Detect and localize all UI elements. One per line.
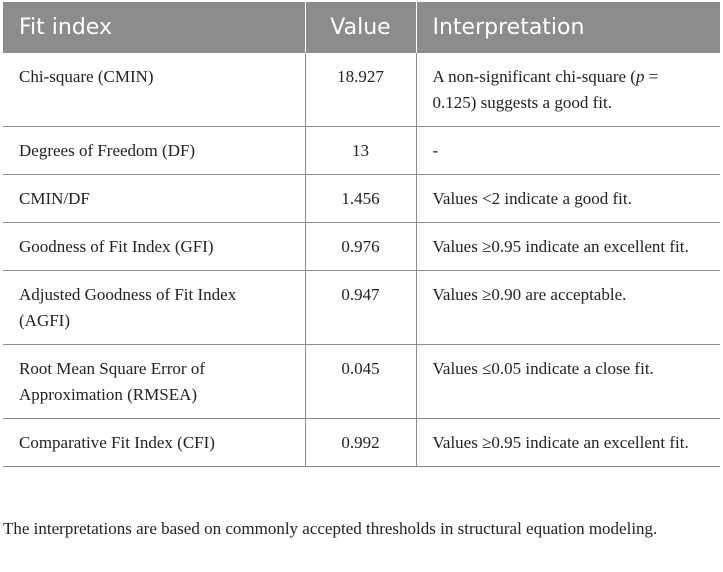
value-cell: 18.927: [304, 53, 417, 127]
value-cell: 13: [304, 126, 417, 175]
interpretation-cell: Values ≥0.95 indicate an excellent fit.: [415, 418, 720, 467]
value-cell: 0.992: [304, 418, 417, 467]
value-cell: 1.456: [304, 174, 417, 223]
value-cell: 0.976: [304, 222, 417, 271]
table-row: Chi-square (CMIN) 18.927 A non-significa…: [3, 53, 720, 127]
value-cell: 0.045: [304, 344, 417, 419]
table-row: Comparative Fit Index (CFI) 0.992 Values…: [3, 418, 720, 467]
fit-index-cell: Root Mean Square Error of Approximation …: [3, 344, 306, 419]
value-cell: 0.947: [304, 270, 417, 345]
fit-index-cell: Degrees of Freedom (DF): [3, 126, 306, 175]
fit-index-cell: CMIN/DF: [3, 174, 306, 223]
interpretation-cell: Values ≥0.90 are acceptable.: [415, 270, 720, 345]
table-row: Degrees of Freedom (DF) 13 -: [3, 126, 720, 175]
header-value: Value: [305, 2, 417, 53]
interpretation-cell: -: [415, 126, 720, 175]
table-header-row: Fit index Value Interpretation: [3, 2, 720, 53]
interpretation-cell: Values ≥0.95 indicate an excellent fit.: [415, 222, 720, 271]
fit-index-cell: Goodness of Fit Index (GFI): [3, 222, 306, 271]
fit-index-cell: Chi-square (CMIN): [3, 53, 306, 127]
fit-indices-table-container: Fit index Value Interpretation Chi-squar…: [3, 2, 720, 467]
fit-indices-table: Fit index Value Interpretation Chi-squar…: [3, 2, 720, 467]
interpretation-cell: Values <2 indicate a good fit.: [415, 174, 720, 223]
table-row: Goodness of Fit Index (GFI) 0.976 Values…: [3, 222, 720, 271]
table-row: Root Mean Square Error of Approximation …: [3, 344, 720, 419]
interpretation-cell: Values ≤0.05 indicate a close fit.: [415, 344, 720, 419]
fit-index-cell: Comparative Fit Index (CFI): [3, 418, 306, 467]
table-row: CMIN/DF 1.456 Values <2 indicate a good …: [3, 174, 720, 223]
header-fit-index: Fit index: [3, 2, 306, 53]
table-row: Adjusted Goodness of Fit Index (AGFI) 0.…: [3, 270, 720, 345]
header-interpretation: Interpretation: [416, 2, 720, 53]
fit-index-cell: Adjusted Goodness of Fit Index (AGFI): [3, 270, 306, 345]
interpretation-cell: A non-significant chi-square (p = 0.125)…: [415, 53, 720, 127]
table-footnote: The interpretations are based on commonl…: [3, 519, 658, 538]
